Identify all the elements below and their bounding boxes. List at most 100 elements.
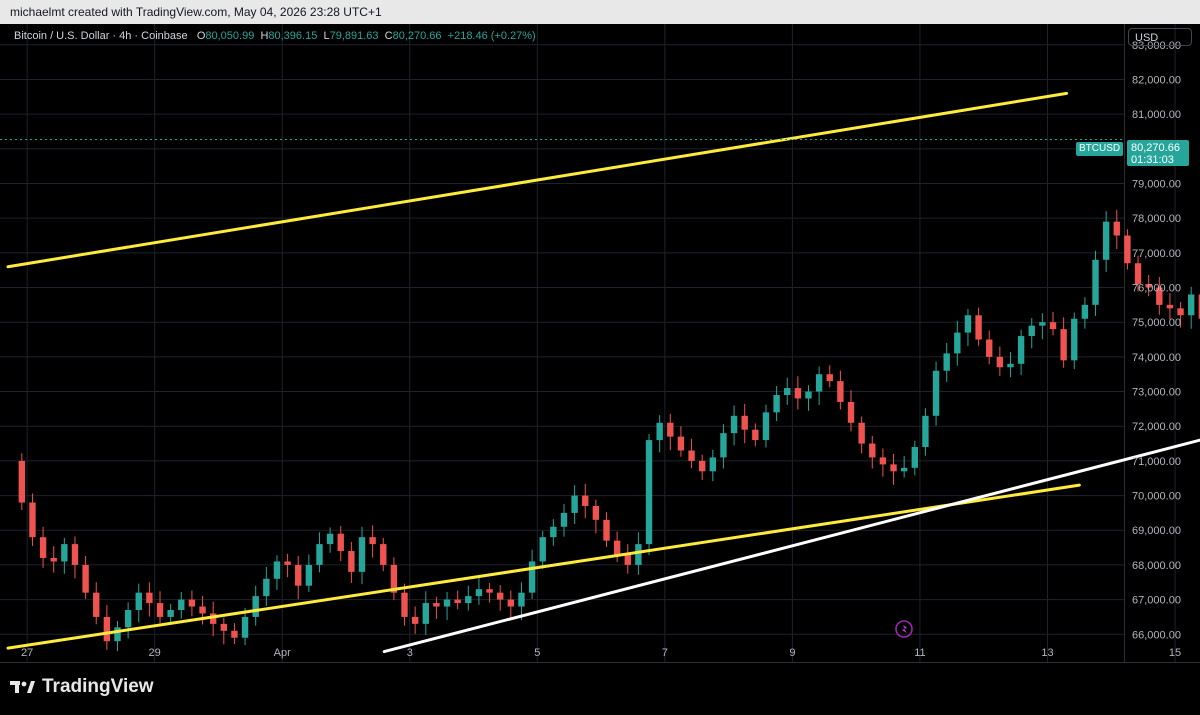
high-value: 80,396.15 xyxy=(268,30,318,42)
candle-body xyxy=(677,436,685,451)
close-value: 80,270.66 xyxy=(392,30,442,42)
candle-body xyxy=(241,616,249,638)
candle-body xyxy=(741,415,748,430)
candle-body xyxy=(401,592,408,617)
candle-body xyxy=(784,388,791,396)
candle-body xyxy=(635,544,642,565)
price-scale[interactable] xyxy=(1124,24,1200,662)
x-tick-label: 27 xyxy=(21,647,33,659)
candle-body xyxy=(295,564,302,586)
candle-body xyxy=(730,415,738,434)
candle-body xyxy=(571,495,578,513)
candle-body xyxy=(1017,336,1025,364)
candle-body xyxy=(263,578,270,597)
candle-body xyxy=(805,391,812,399)
candle-body xyxy=(592,505,600,520)
candle-body xyxy=(465,596,472,604)
brand-name: TradingView xyxy=(42,676,154,697)
legend: Bitcoin / U.S. Dollar · 4h · Coinbase O8… xyxy=(14,30,536,42)
candle-body xyxy=(507,599,515,607)
chart-area[interactable] xyxy=(0,24,1124,662)
open-value: 80,050.99 xyxy=(205,30,255,42)
candle-body xyxy=(720,433,727,458)
candle-body xyxy=(613,540,621,555)
candle-body xyxy=(964,315,972,333)
candle-body xyxy=(71,544,79,565)
candle-body xyxy=(709,457,717,472)
y-tick-label: 69,000.00 xyxy=(1132,525,1181,537)
candle-body xyxy=(390,564,398,593)
candle-body xyxy=(986,339,993,357)
candle-body xyxy=(847,401,855,423)
candle-body xyxy=(231,630,238,638)
candle-body xyxy=(794,388,802,399)
candle-body xyxy=(209,613,217,624)
candle-body xyxy=(656,422,663,441)
candle-body xyxy=(1134,263,1142,285)
candle-body xyxy=(497,592,504,600)
candle-body xyxy=(539,537,546,562)
last-price-value: 80,270.66 xyxy=(1131,142,1180,154)
y-tick-label: 79,000.00 xyxy=(1132,179,1181,191)
upper-channel-line xyxy=(6,91,1069,269)
y-tick-label: 77,000.00 xyxy=(1132,248,1181,260)
candle-body xyxy=(146,592,153,604)
candle-body xyxy=(220,623,227,631)
candle-body xyxy=(858,422,865,444)
candle-body xyxy=(582,495,589,506)
candle-body xyxy=(890,464,897,472)
candle-body xyxy=(348,551,355,572)
candle-body xyxy=(762,412,770,441)
candle-body xyxy=(1071,318,1078,361)
candle-body xyxy=(135,592,142,610)
candle-body xyxy=(603,519,610,541)
candle-body xyxy=(369,537,376,545)
replay-icon[interactable] xyxy=(895,620,913,638)
x-tick-label: 9 xyxy=(789,647,795,659)
candle-body xyxy=(29,502,36,538)
lower-channel-line xyxy=(6,483,1081,650)
x-axis-ticks: 2729Apr357911131517192123252729May357911… xyxy=(21,647,1181,659)
candle-body xyxy=(1081,304,1089,319)
candle-body xyxy=(422,603,429,624)
y-tick-label: 75,000.00 xyxy=(1132,317,1181,329)
symbol-name[interactable]: Bitcoin / U.S. Dollar · 4h · Coinbase xyxy=(14,30,188,42)
x-tick-label: 29 xyxy=(149,647,161,659)
candle-body xyxy=(1177,308,1184,316)
candle-body xyxy=(82,564,89,593)
y-tick-label: 71,000.00 xyxy=(1132,456,1181,468)
candle-body xyxy=(252,596,259,617)
candle-body xyxy=(454,599,461,604)
credit-text: michaelmt created with TradingView.com, … xyxy=(10,5,382,19)
candle-body xyxy=(39,537,47,558)
candle-body xyxy=(486,589,493,593)
y-tick-label: 66,000.00 xyxy=(1132,629,1181,641)
candle-body xyxy=(1145,284,1152,288)
candle-body xyxy=(284,561,291,565)
candle-body xyxy=(443,599,451,607)
y-tick-label: 78,000.00 xyxy=(1132,213,1181,225)
tradingview-logo[interactable]: TradingView xyxy=(10,676,154,698)
candle-body xyxy=(326,533,334,545)
candle-body xyxy=(358,537,366,572)
candle-body xyxy=(273,561,281,579)
candle-body xyxy=(1198,294,1200,319)
candle-body xyxy=(1049,322,1057,330)
last-price-label: 80,270.66 01:31:03 xyxy=(1127,140,1189,166)
candle-body xyxy=(156,603,164,617)
currency-button[interactable]: USD xyxy=(1128,28,1192,46)
candle-body xyxy=(1102,221,1110,260)
candle-body xyxy=(1124,235,1131,264)
candle-body xyxy=(667,422,674,437)
x-tick-label: 15 xyxy=(1169,647,1181,659)
candle-body xyxy=(305,564,313,586)
candle-body xyxy=(316,544,323,565)
x-tick-label: 7 xyxy=(662,647,668,659)
candle-body xyxy=(114,627,121,642)
credit-bar: michaelmt created with TradingView.com, … xyxy=(0,0,1200,24)
candle-body xyxy=(178,599,185,610)
candle-body xyxy=(103,616,111,642)
trendlines xyxy=(0,91,1200,654)
candle-body xyxy=(518,592,525,607)
